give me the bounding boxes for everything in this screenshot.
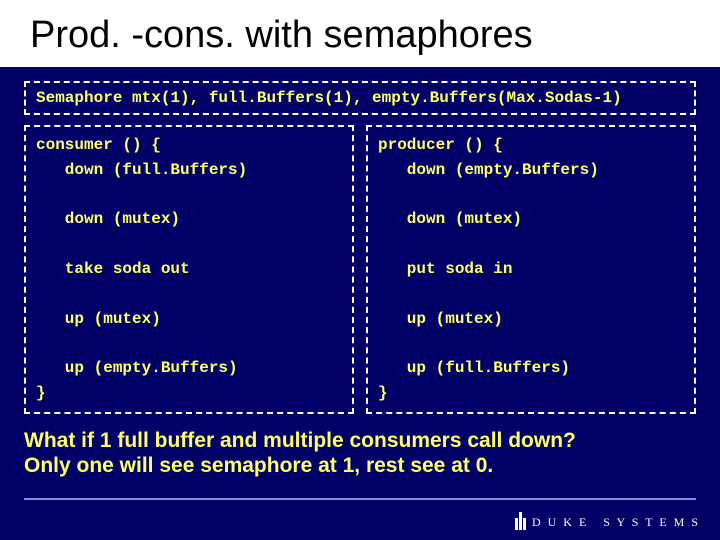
title-bar: Prod. -cons. with semaphores xyxy=(0,0,720,67)
semaphore-declaration: Semaphore mtx(1), full.Buffers(1), empty… xyxy=(24,81,696,115)
question-text: What if 1 full buffer and multiple consu… xyxy=(24,428,696,478)
footer-systems: S Y S T E M S xyxy=(603,515,700,529)
slide-title: Prod. -cons. with semaphores xyxy=(30,14,690,57)
question-line-2: Only one will see semaphore at 1, rest s… xyxy=(24,453,696,478)
footer-logo: D U K E S Y S T E M S xyxy=(515,512,700,530)
footer-divider xyxy=(24,498,696,500)
question-line-1: What if 1 full buffer and multiple consu… xyxy=(24,428,696,453)
producer-code: producer () { down (empty.Buffers) down … xyxy=(366,125,696,414)
consumer-code: consumer () { down (full.Buffers) down (… xyxy=(24,125,354,414)
duke-chapel-icon xyxy=(515,512,526,530)
footer-duke: D U K E xyxy=(532,515,588,529)
footer-org-text: D U K E S Y S T E M S xyxy=(532,515,700,530)
slide-content: Semaphore mtx(1), full.Buffers(1), empty… xyxy=(0,67,720,478)
code-row: consumer () { down (full.Buffers) down (… xyxy=(24,125,696,414)
